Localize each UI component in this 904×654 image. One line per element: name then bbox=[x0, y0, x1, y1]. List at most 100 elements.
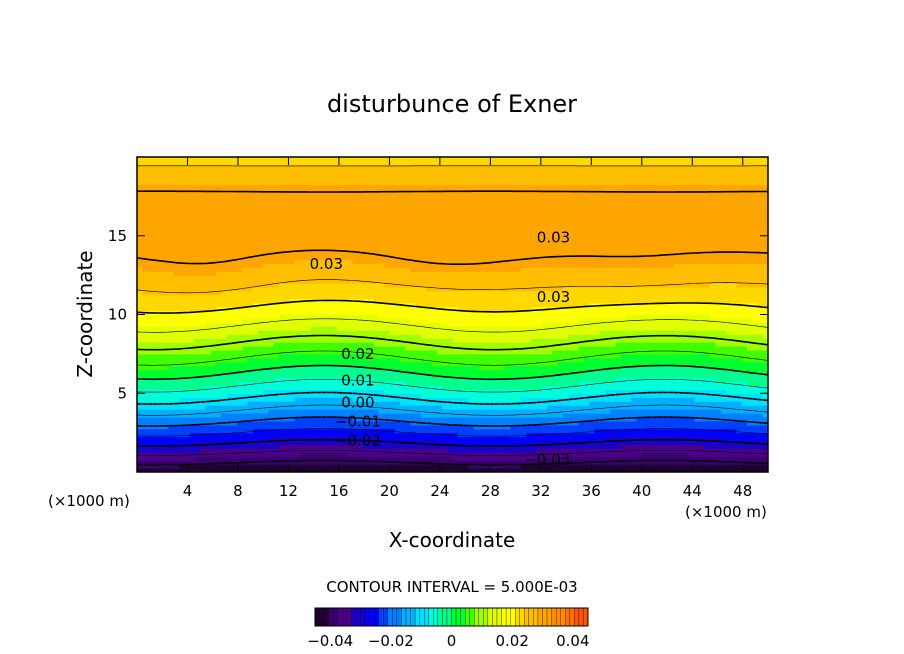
contour-cell bbox=[562, 405, 569, 410]
contour-cell bbox=[531, 464, 538, 469]
contour-cell bbox=[310, 310, 317, 316]
contour-cell bbox=[158, 306, 164, 312]
contour-cell bbox=[210, 424, 217, 430]
contour-cell bbox=[378, 318, 385, 323]
contour-cell bbox=[457, 338, 464, 343]
contour-cell bbox=[547, 361, 554, 367]
contour-cell bbox=[594, 448, 601, 453]
contour-cell bbox=[436, 436, 443, 442]
contour-cell bbox=[205, 338, 212, 343]
contour-cell bbox=[252, 365, 259, 371]
contour-cell bbox=[263, 365, 270, 371]
contour-cell bbox=[436, 338, 443, 343]
contour-cell bbox=[257, 440, 264, 446]
contour-cell bbox=[194, 381, 201, 386]
contour-cell bbox=[273, 322, 280, 327]
contour-cell bbox=[536, 314, 543, 320]
contour-cell bbox=[710, 409, 717, 414]
contour-cell bbox=[147, 306, 154, 312]
contour-cell bbox=[736, 432, 743, 438]
contour-cell bbox=[478, 405, 485, 410]
contour-cell bbox=[510, 338, 517, 343]
contour-cell bbox=[484, 385, 490, 390]
contour-cell bbox=[158, 349, 164, 355]
contour-cell bbox=[541, 444, 548, 449]
contour-cell bbox=[620, 452, 627, 457]
contour-cell bbox=[326, 369, 333, 375]
contour-cell bbox=[200, 338, 206, 343]
contour-cell bbox=[284, 322, 291, 327]
contour-cell bbox=[468, 365, 475, 371]
contour-cell bbox=[478, 346, 485, 351]
contour-cell bbox=[278, 456, 285, 461]
contour-cell bbox=[699, 393, 706, 398]
contour-cell bbox=[410, 326, 417, 331]
contour-cell bbox=[405, 306, 412, 312]
contour-cell bbox=[163, 322, 170, 327]
contour-cell bbox=[547, 310, 554, 316]
contour-cell bbox=[463, 318, 469, 323]
contour-cell bbox=[389, 306, 396, 312]
contour-cell bbox=[305, 424, 312, 430]
contour-cell bbox=[683, 409, 690, 414]
contour-cell bbox=[158, 432, 164, 438]
contour-cell bbox=[710, 397, 717, 402]
contour-cell bbox=[373, 428, 380, 434]
contour-cell bbox=[205, 357, 212, 363]
contour-cell bbox=[336, 342, 343, 347]
contour-cell bbox=[536, 353, 543, 359]
contour-cell bbox=[720, 377, 727, 383]
contour-cell bbox=[599, 330, 606, 335]
contour-cell bbox=[137, 373, 143, 379]
contour-cell bbox=[510, 334, 517, 339]
contour-cell bbox=[189, 314, 196, 320]
contour-cell bbox=[694, 436, 701, 442]
contour-cell bbox=[300, 420, 306, 426]
contour-cell bbox=[447, 318, 454, 323]
contour-cell bbox=[626, 361, 632, 367]
contour-cell bbox=[752, 314, 759, 320]
contour-cell bbox=[710, 369, 717, 375]
contour-cell bbox=[399, 397, 406, 402]
contour-cell bbox=[394, 428, 401, 434]
contour-cell bbox=[247, 373, 254, 379]
contour-cell bbox=[137, 468, 143, 472]
contour-cell bbox=[210, 330, 217, 335]
contour-cell bbox=[394, 436, 401, 442]
contour-cell bbox=[746, 393, 753, 398]
contour-cell bbox=[536, 464, 543, 469]
contour-cell bbox=[610, 318, 617, 323]
contour-cell bbox=[410, 448, 417, 453]
contour-cell bbox=[562, 381, 569, 386]
contour-cell bbox=[536, 361, 543, 367]
contour-cell bbox=[515, 428, 522, 434]
contour-cell bbox=[273, 405, 280, 410]
contour-cell bbox=[484, 409, 490, 414]
contour-cell bbox=[363, 393, 369, 398]
contour-cell bbox=[278, 369, 285, 375]
contour-cell bbox=[741, 346, 748, 351]
contour-cell bbox=[347, 385, 354, 390]
contour-cell bbox=[662, 412, 669, 418]
contour-cell bbox=[257, 318, 264, 323]
contour-cell bbox=[489, 416, 496, 422]
contour-cell bbox=[725, 468, 732, 472]
contour-cell bbox=[194, 436, 201, 442]
contour-cell bbox=[531, 440, 538, 446]
contour-cell bbox=[526, 381, 532, 386]
contour-cell bbox=[604, 460, 611, 465]
contour-cell bbox=[405, 353, 412, 359]
contour-cell bbox=[305, 357, 312, 363]
contour-cell bbox=[426, 409, 433, 414]
contour-cell bbox=[541, 334, 548, 339]
contour-cell bbox=[378, 326, 385, 331]
contour-cell bbox=[652, 353, 659, 359]
contour-cell bbox=[452, 365, 459, 371]
contour-cell bbox=[189, 361, 196, 367]
contour-cell bbox=[610, 428, 617, 434]
contour-cell bbox=[741, 353, 748, 359]
contour-cell bbox=[547, 346, 554, 351]
contour-cell bbox=[158, 314, 164, 320]
contour-cell bbox=[420, 365, 427, 371]
contour-cell bbox=[699, 440, 706, 446]
